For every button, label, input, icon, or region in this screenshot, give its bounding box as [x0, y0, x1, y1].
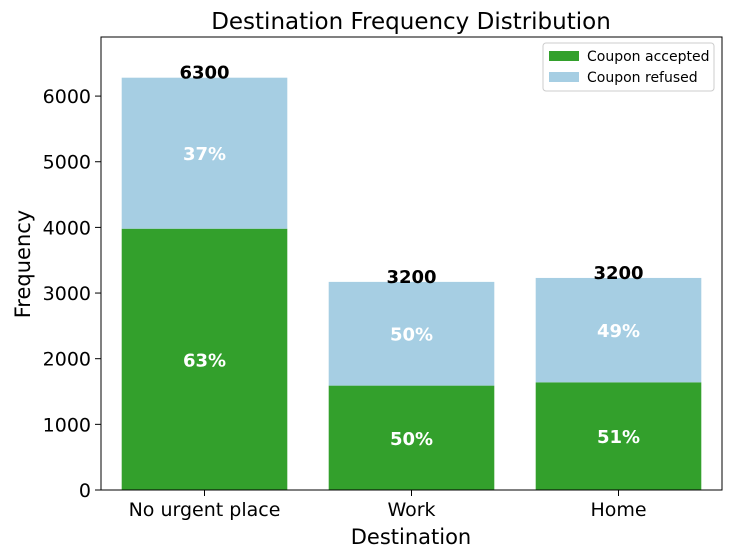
bar-accepted-2	[535, 382, 702, 490]
legend-swatch-refused	[549, 72, 579, 82]
bar-total-label-1: 3200	[386, 267, 436, 288]
y-axis-label: Frequency	[11, 210, 35, 319]
bars-group	[121, 77, 702, 490]
bar-total-label-2: 3200	[593, 263, 643, 284]
bar-labels-group: 63% 37% 6300 50% 50% 3200 51% 49% 3200	[179, 63, 643, 450]
bar-pct-label-accepted-0: 63%	[183, 350, 226, 371]
bar-refused-1	[328, 281, 495, 386]
x-tick-label-1: Work	[387, 499, 435, 521]
legend-box	[542, 42, 715, 92]
bar-pct-label-refused-1: 50%	[390, 325, 433, 346]
y-tick-label-1: 1000	[43, 414, 91, 436]
x-axis-label: Destination	[351, 525, 472, 549]
bar-refused-0	[121, 77, 288, 229]
bar-pct-label-accepted-2: 51%	[597, 427, 640, 448]
x-axis: No urgent place Work Home	[129, 490, 647, 521]
y-tick-label-0: 0	[79, 480, 91, 502]
chart-title: Destination Frequency Distribution	[211, 9, 611, 35]
y-tick-label-3: 3000	[43, 283, 91, 305]
legend-swatch-accepted	[549, 51, 579, 61]
y-axis: 0 1000 2000 3000 4000 5000 6000	[43, 86, 101, 502]
bar-total-label-0: 6300	[179, 63, 229, 84]
x-tick-label-0: No urgent place	[129, 499, 281, 521]
bar-refused-2	[535, 277, 702, 383]
bar-pct-label-accepted-1: 50%	[390, 429, 433, 450]
y-tick-label-5: 5000	[43, 152, 91, 174]
bar-accepted-1	[328, 385, 495, 490]
plot-frame	[100, 36, 723, 491]
y-tick-label-2: 2000	[43, 349, 91, 371]
legend-label-refused: Coupon refused	[587, 70, 698, 86]
bar-pct-label-refused-2: 49%	[597, 321, 640, 342]
legend-label-accepted: Coupon accepted	[587, 49, 709, 65]
y-tick-label-4: 4000	[43, 217, 91, 239]
y-tick-label-6: 6000	[43, 86, 91, 108]
bar-accepted-0	[121, 228, 288, 490]
x-tick-label-2: Home	[590, 499, 646, 521]
legend: Coupon accepted Coupon refused	[542, 42, 715, 92]
bar-pct-label-refused-0: 37%	[183, 144, 226, 165]
